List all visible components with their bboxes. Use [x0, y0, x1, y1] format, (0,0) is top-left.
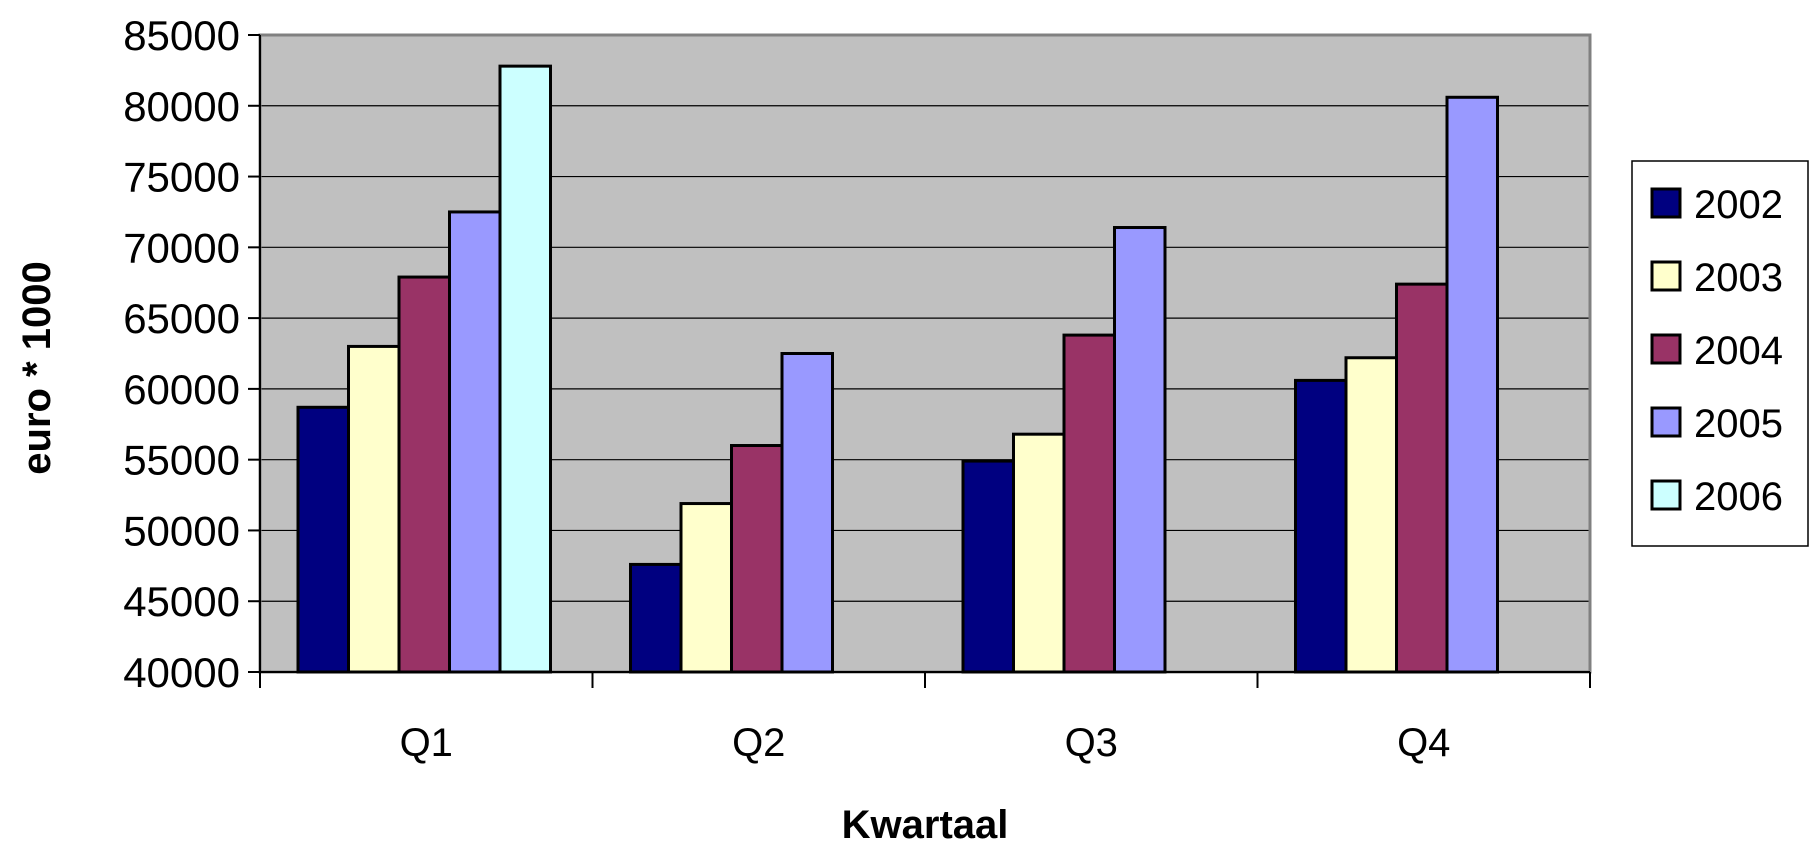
x-tick-label: Q2	[732, 721, 785, 765]
x-axis-title: Kwartaal	[842, 803, 1009, 843]
y-tick-label: 65000	[123, 295, 240, 342]
legend-swatch-2004	[1650, 333, 1682, 365]
y-tick-label: 50000	[123, 507, 240, 554]
bar-2002-Q4	[1294, 378, 1348, 674]
legend-swatch-2005	[1650, 406, 1682, 438]
bar-2003-Q4	[1344, 356, 1398, 674]
y-tick-label: 45000	[123, 578, 240, 625]
bar-2004-Q2	[730, 444, 784, 674]
bar-2002-Q1	[296, 405, 350, 674]
bar-2005-Q3	[1113, 226, 1167, 674]
bar-2005-Q2	[780, 352, 834, 674]
x-tick-label: Q1	[400, 721, 453, 765]
y-tick-label: 70000	[123, 224, 240, 271]
bar-2003-Q2	[679, 502, 733, 674]
y-tick-label: 75000	[123, 154, 240, 201]
bar-2005-Q1	[448, 210, 502, 674]
bar-2006-Q1	[498, 64, 552, 674]
x-tick-label: Q3	[1065, 721, 1118, 765]
y-tick-label: 85000	[123, 12, 240, 59]
y-tick-label: 80000	[123, 83, 240, 130]
bar-2003-Q1	[347, 344, 401, 674]
legend-label-2005: 2005	[1694, 402, 1783, 446]
legend-swatch-2003	[1650, 260, 1682, 292]
bar-2002-Q2	[629, 562, 683, 674]
bar-2004-Q4	[1395, 282, 1449, 674]
axes: 40000 45000 50000 55000 60000 65000 70000 75000…	[123, 12, 1591, 765]
bar-2004-Q3	[1062, 333, 1116, 674]
y-axis-title: euro * 1000	[15, 261, 59, 474]
bar-2002-Q3	[961, 459, 1015, 674]
bar-2004-Q1	[397, 275, 451, 674]
legend-label-2004: 2004	[1694, 329, 1783, 373]
legend-label-2003: 2003	[1694, 256, 1783, 300]
bar-2005-Q4	[1445, 95, 1499, 674]
y-tick-label: 40000	[123, 649, 240, 696]
legend-swatch-2002	[1650, 187, 1682, 219]
legend-label-2006: 2006	[1694, 475, 1783, 519]
bar-2003-Q3	[1012, 432, 1066, 674]
y-tick-label: 60000	[123, 366, 240, 413]
legend-swatch-2006	[1650, 479, 1682, 511]
legend: 2002 2003 2004 2005 2006	[1631, 160, 1809, 547]
legend-label-2002: 2002	[1694, 183, 1783, 227]
x-tick-label: Q4	[1397, 721, 1450, 765]
y-tick-label: 55000	[123, 437, 240, 484]
